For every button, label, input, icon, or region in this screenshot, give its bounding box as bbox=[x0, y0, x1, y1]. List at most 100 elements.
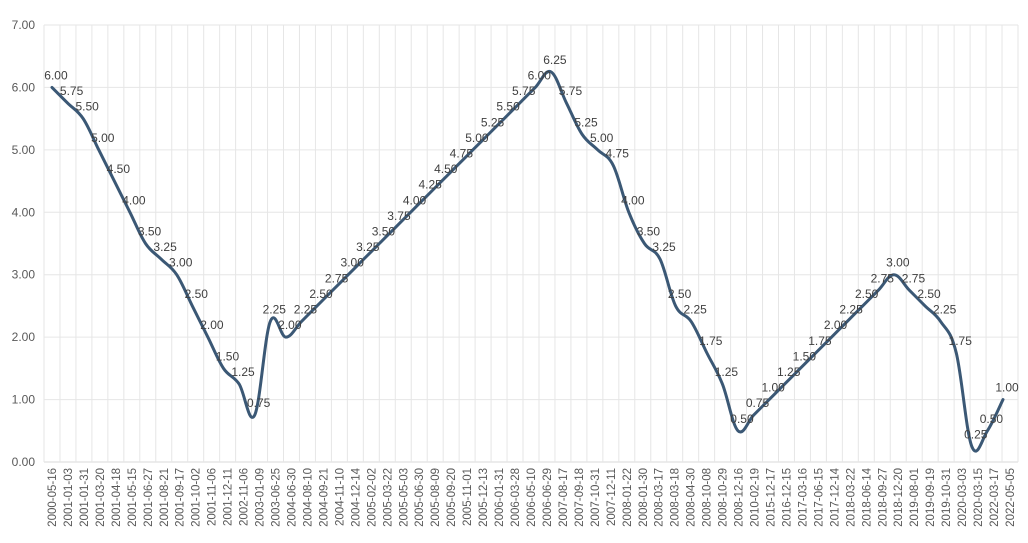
x-tick-label: 2001-03-20 bbox=[95, 468, 107, 527]
series-line bbox=[50, 69, 1005, 453]
data-label: 3.00 bbox=[169, 256, 193, 270]
x-tick-label: 2005-03-22 bbox=[382, 468, 394, 527]
x-tick-label: 2005-11-01 bbox=[462, 468, 474, 526]
data-label: 3.25 bbox=[356, 240, 380, 254]
data-label: 2.75 bbox=[325, 271, 349, 285]
x-tick-label: 2022-03-17 bbox=[989, 468, 1001, 527]
data-label: 5.00 bbox=[91, 131, 115, 145]
data-label: 4.25 bbox=[418, 178, 442, 192]
x-tick-label: 2016-12-15 bbox=[781, 468, 793, 527]
data-label: 3.50 bbox=[138, 225, 162, 239]
y-tick-label: 3.00 bbox=[12, 268, 36, 282]
data-label: 2.25 bbox=[263, 303, 287, 317]
data-label: 2.25 bbox=[294, 303, 318, 317]
x-tick-label: 2004-11-10 bbox=[334, 468, 346, 526]
data-label: 1.50 bbox=[216, 349, 240, 363]
data-label: 2.75 bbox=[902, 271, 926, 285]
y-axis-ticks: 0.00 1.00 2.00 3.00 4.00 5.00 6.00 7.00 bbox=[12, 18, 36, 469]
data-label: 3.25 bbox=[652, 240, 676, 254]
data-label: 0.50 bbox=[980, 412, 1004, 426]
data-label: 2.00 bbox=[824, 318, 848, 332]
data-label: 2.00 bbox=[278, 318, 302, 332]
data-label: 1.75 bbox=[808, 334, 832, 348]
x-tick-label: 2001-11-06 bbox=[207, 468, 219, 526]
data-label: 3.50 bbox=[637, 225, 661, 239]
data-label: 2.50 bbox=[855, 287, 879, 301]
x-tick-label: 2017-06-15 bbox=[813, 468, 825, 527]
data-label: 1.00 bbox=[761, 381, 785, 395]
x-tick-label: 2004-06-30 bbox=[286, 468, 298, 527]
x-tick-label: 2018-03-22 bbox=[845, 468, 857, 527]
x-tick-label: 2022-05-05 bbox=[1005, 468, 1017, 527]
data-label: 4.00 bbox=[122, 193, 146, 207]
x-tick-label: 2004-09-21 bbox=[318, 468, 330, 527]
data-label: 6.25 bbox=[543, 53, 567, 67]
data-label: 5.75 bbox=[559, 84, 583, 98]
data-label: 4.75 bbox=[450, 146, 474, 160]
x-tick-label: 2008-03-17 bbox=[654, 468, 666, 527]
x-tick-label: 2004-12-14 bbox=[350, 467, 362, 526]
data-label: 2.50 bbox=[668, 287, 692, 301]
data-label: 1.50 bbox=[793, 349, 817, 363]
x-tick-label: 2019-09-19 bbox=[925, 468, 937, 527]
data-label: 3.75 bbox=[387, 209, 411, 223]
x-tick-label: 2006-05-10 bbox=[526, 468, 538, 527]
x-tick-label: 2001-01-03 bbox=[63, 468, 75, 527]
y-tick-label: 6.00 bbox=[12, 80, 36, 94]
data-label: 2.25 bbox=[839, 303, 863, 317]
data-label: 3.00 bbox=[886, 256, 910, 270]
x-tick-label: 2008-01-22 bbox=[622, 468, 634, 527]
x-tick-label: 2008-10-29 bbox=[718, 468, 730, 527]
y-tick-label: 4.00 bbox=[12, 205, 36, 219]
data-label: 6.00 bbox=[44, 68, 68, 82]
x-tick-label: 2006-03-28 bbox=[510, 468, 522, 527]
x-tick-label: 2001-09-17 bbox=[175, 468, 187, 527]
data-label: 2.50 bbox=[917, 287, 941, 301]
data-label: 1.00 bbox=[995, 381, 1019, 395]
x-tick-label: 2002-11-06 bbox=[239, 468, 251, 526]
x-tick-label: 2018-06-14 bbox=[861, 467, 873, 526]
x-tick-label: 2010-02-19 bbox=[750, 468, 762, 527]
y-tick-label: 1.00 bbox=[12, 393, 36, 407]
x-tick-label: 2008-01-30 bbox=[638, 468, 650, 527]
data-label: 2.25 bbox=[684, 303, 708, 317]
data-label: 5.00 bbox=[590, 131, 614, 145]
x-tick-label: 2008-12-16 bbox=[734, 468, 746, 527]
y-tick-label: 0.00 bbox=[12, 455, 36, 469]
x-tick-label: 2020-03-03 bbox=[957, 468, 969, 527]
x-tick-label: 2008-04-30 bbox=[686, 468, 698, 527]
x-tick-label: 2015-12-17 bbox=[766, 468, 778, 527]
x-tick-label: 2005-08-09 bbox=[430, 468, 442, 527]
data-label: 1.75 bbox=[699, 334, 723, 348]
x-tick-label: 2003-06-25 bbox=[271, 468, 283, 527]
x-tick-label: 2017-03-16 bbox=[797, 468, 809, 527]
data-label: 3.00 bbox=[341, 256, 365, 270]
x-tick-label: 2008-10-08 bbox=[702, 468, 714, 527]
data-label: 0.25 bbox=[964, 427, 988, 441]
data-label: 0.75 bbox=[746, 396, 770, 410]
data-label: 2.25 bbox=[933, 303, 957, 317]
x-tick-label: 2004-08-10 bbox=[302, 468, 314, 527]
data-label: 2.00 bbox=[200, 318, 224, 332]
data-label: 3.50 bbox=[372, 225, 396, 239]
data-label: 5.75 bbox=[512, 84, 536, 98]
x-tick-label: 2001-01-31 bbox=[79, 468, 91, 527]
x-tick-label: 2000-05-16 bbox=[47, 468, 59, 527]
data-label: 1.25 bbox=[231, 365, 255, 379]
x-axis-ticks: 2000-05-16 2001-01-03 2001-01-31 2001-03-20… bbox=[47, 467, 1017, 526]
x-tick-label: 2018-12-20 bbox=[893, 468, 905, 527]
x-tick-label: 2001-06-27 bbox=[143, 468, 155, 527]
x-tick-label: 2001-08-21 bbox=[159, 468, 171, 527]
data-label: 1.75 bbox=[949, 334, 973, 348]
x-tick-label: 2001-10-02 bbox=[191, 468, 203, 527]
x-tick-label: 2005-05-03 bbox=[398, 468, 410, 527]
data-label-layer: 6.005.755.505.004.504.003.503.253.002.50… bbox=[44, 53, 1019, 442]
data-label: 1.25 bbox=[777, 365, 801, 379]
x-tick-label: 2005-09-20 bbox=[446, 468, 458, 527]
data-label: 2.50 bbox=[309, 287, 333, 301]
x-tick-label: 2005-12-13 bbox=[478, 468, 490, 527]
x-tick-label: 2005-02-02 bbox=[366, 468, 378, 527]
y-tick-label: 5.00 bbox=[12, 143, 36, 157]
